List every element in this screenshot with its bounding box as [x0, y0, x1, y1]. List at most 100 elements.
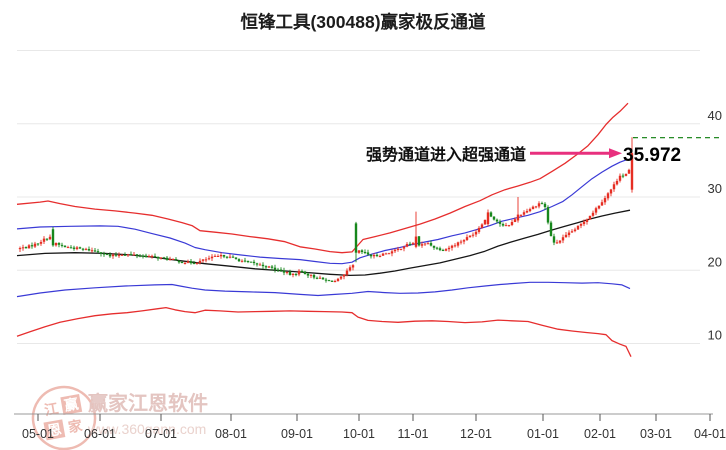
candle-down	[96, 251, 100, 253]
candle-up	[147, 256, 151, 258]
seal-char-4: 家	[67, 417, 85, 435]
candle-down	[72, 247, 76, 249]
candle-down	[138, 255, 142, 257]
candle-up	[582, 221, 586, 225]
candle-up	[564, 234, 568, 238]
candle-down	[363, 251, 367, 253]
candle-up	[450, 245, 454, 248]
candle-up	[318, 277, 322, 279]
candle-up	[42, 238, 46, 242]
candle-down	[156, 256, 160, 259]
x-axis-label: 05-01	[22, 427, 54, 441]
candle-down	[498, 221, 502, 224]
watermark-url: www.360gann.com	[87, 421, 206, 437]
candle-up	[393, 249, 397, 252]
candle-down	[438, 248, 442, 251]
candle-down	[189, 261, 193, 264]
candle-down	[231, 256, 235, 258]
candle-up	[54, 243, 58, 246]
candle-up	[168, 259, 172, 261]
candle-down	[321, 277, 325, 280]
y-axis-label: 40	[708, 108, 722, 123]
candle-down	[81, 248, 85, 250]
candle-up	[558, 240, 562, 243]
candle-up	[258, 264, 262, 266]
candle-up	[453, 245, 457, 247]
candle-down	[435, 247, 439, 249]
candle-up	[459, 241, 463, 243]
candle-up	[615, 180, 619, 185]
candle-up	[426, 243, 430, 245]
candle-up	[516, 214, 520, 221]
candle-down	[369, 254, 373, 257]
candle-up	[513, 219, 517, 223]
candle-down	[417, 236, 421, 246]
watermark: 江 赢 恩 家 赢家江恩软件 www.360gann.com	[31, 385, 208, 450]
candle-up	[510, 221, 514, 225]
arrow-head	[609, 148, 622, 159]
candle-up	[420, 244, 424, 246]
candle-down	[300, 271, 304, 273]
candle-up	[213, 255, 217, 257]
candle-down	[495, 219, 499, 222]
candle-down	[135, 254, 139, 256]
candle-down	[246, 260, 250, 262]
x-axis-label: 10-01	[343, 427, 375, 441]
candle-down	[273, 267, 277, 270]
candle-up	[474, 231, 478, 235]
candle-up	[111, 254, 115, 257]
x-axis-label: 07-01	[145, 427, 177, 441]
candle-up	[630, 153, 634, 190]
candle-up	[528, 209, 532, 212]
channel-and-candles	[16, 102, 723, 357]
candle-up	[588, 215, 592, 220]
candle-up	[594, 208, 598, 213]
candle-down	[93, 250, 97, 252]
candle-up	[462, 240, 466, 242]
candle-up	[591, 212, 595, 216]
candle-up	[159, 257, 163, 259]
candle-up	[378, 256, 382, 258]
last-price-label: 35.972	[623, 145, 681, 166]
candle-down	[45, 238, 49, 240]
candle-down	[549, 222, 553, 237]
candle-down	[282, 270, 286, 273]
candle-down	[264, 266, 268, 268]
candle-down	[180, 262, 184, 264]
candle-up	[390, 251, 394, 254]
x-axis-label: 09-01	[281, 427, 313, 441]
candle-down	[543, 203, 547, 208]
candle-down	[360, 250, 364, 253]
lower-inner-blue-line	[16, 281, 631, 298]
candle-up	[471, 234, 475, 236]
candle-up	[210, 256, 214, 259]
candle-up	[267, 266, 271, 268]
candle-up	[606, 193, 610, 199]
candle-up	[600, 202, 604, 206]
candle-down	[123, 254, 127, 256]
candle-up	[561, 237, 565, 241]
candle-up	[456, 242, 460, 246]
candle-up	[567, 232, 571, 236]
candle-up	[333, 281, 337, 283]
candle-up	[285, 271, 289, 273]
candle-up	[309, 274, 313, 276]
candle-up	[132, 254, 136, 256]
candle-up	[183, 262, 187, 264]
candle-up	[171, 259, 175, 261]
candle-down	[441, 249, 445, 251]
candle-up	[624, 173, 628, 176]
candle-up	[576, 225, 580, 230]
candle-down	[432, 245, 436, 248]
candle-down	[429, 243, 433, 246]
candle-down	[60, 244, 64, 246]
gridlines	[17, 50, 700, 344]
candle-up	[84, 248, 88, 250]
candle-up	[126, 254, 130, 256]
candle-up	[534, 206, 538, 208]
candle-down	[366, 252, 370, 255]
candle-up	[486, 212, 490, 225]
candle-up	[342, 274, 346, 277]
x-axis-label: 06-01	[84, 427, 116, 441]
candle-up	[39, 241, 43, 244]
